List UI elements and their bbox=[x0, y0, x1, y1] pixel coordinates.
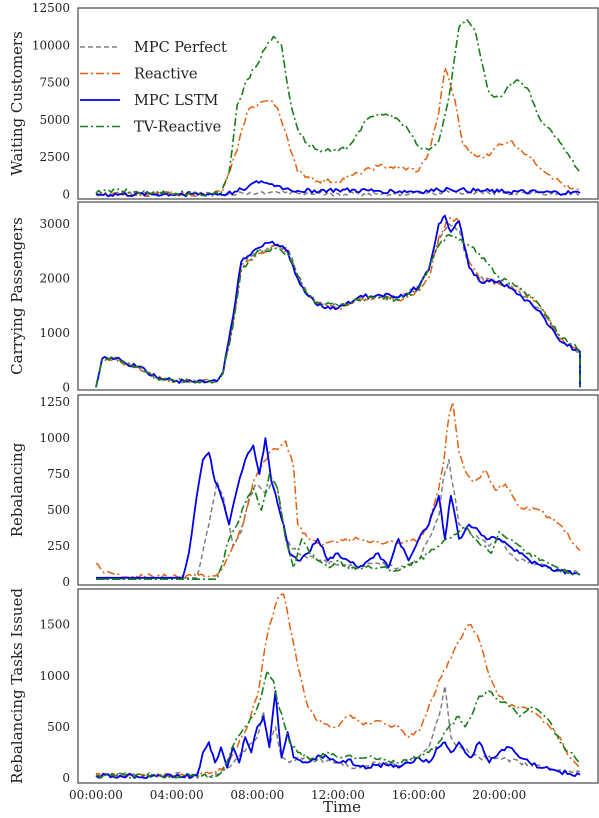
panel-3: 0 250 500 750 1000 1250 Rebalancing bbox=[8, 394, 599, 589]
panel-2-frame bbox=[77, 201, 599, 391]
panel-3-series-mpc-perfect bbox=[96, 459, 581, 580]
panel-1: 0 2500 5000 7500 10000 12500 Waiting Customers… bbox=[8, 1, 599, 202]
panel-1-ytick-7500: 7500 bbox=[39, 76, 70, 90]
panel-4-ytick-1000: 1000 bbox=[39, 669, 70, 683]
panel-1-ytick-12500: 12500 bbox=[32, 1, 70, 15]
panel-4: 0 500 1000 1500 Rebalancing Tasks Issued 00:0… bbox=[8, 588, 599, 802]
panel-2-y-axis-label: Carrying Passengers bbox=[8, 217, 26, 375]
panel-2-series-reactive bbox=[95, 217, 581, 388]
panel-3-ytick-1000: 1000 bbox=[39, 431, 70, 445]
xtick-1: 04:00:00 bbox=[150, 788, 204, 802]
panel-3-ytick-1250: 1250 bbox=[39, 395, 70, 409]
legend-label-reactive: Reactive bbox=[134, 67, 198, 83]
panel-4-frame bbox=[77, 588, 599, 784]
panel-4-series-reactive bbox=[95, 593, 581, 779]
panel-3-frame bbox=[77, 394, 599, 586]
panel-4-ytick-1500: 1500 bbox=[39, 618, 70, 632]
legend-label-mpc-lstm: MPC LSTM bbox=[134, 93, 219, 109]
panel-1-y-axis-label: Waiting Customers bbox=[8, 31, 26, 176]
panel-3-ytick-750: 750 bbox=[47, 467, 70, 481]
panel-1-ytick-5000: 5000 bbox=[39, 113, 70, 127]
panel-2-ytick-1000: 1000 bbox=[39, 326, 70, 340]
xtick-4: 16:00:00 bbox=[392, 788, 446, 802]
panel-2-series-tv-reactive bbox=[95, 233, 581, 388]
panel-3-ytick-500: 500 bbox=[47, 503, 70, 517]
panel-2-ytick-2000: 2000 bbox=[39, 271, 70, 285]
xtick-0: 00:00:00 bbox=[69, 788, 123, 802]
panel-2-ytick-0: 0 bbox=[62, 380, 70, 394]
panel-4-series-mpc-lstm bbox=[95, 690, 581, 780]
legend: MPC Perfect Reactive MPC LSTM TV-Reactive bbox=[80, 40, 227, 136]
panel-4-ytick-500: 500 bbox=[47, 720, 70, 734]
panel-1-ytick-10000: 10000 bbox=[32, 38, 70, 52]
panel-3-series-tv-reactive bbox=[96, 473, 581, 580]
panel-1-frame bbox=[77, 7, 599, 200]
legend-label-tv-reactive: TV-Reactive bbox=[134, 120, 221, 136]
panel-2-ytick-3000: 3000 bbox=[39, 217, 70, 231]
panel-3-ytick-250: 250 bbox=[47, 539, 70, 553]
panel-3-series-mpc-lstm bbox=[96, 437, 581, 579]
panel-4-ytick-0: 0 bbox=[62, 771, 70, 785]
panel-4-y-axis-label: Rebalancing Tasks Issued bbox=[8, 588, 26, 784]
xtick-2: 08:00:00 bbox=[230, 788, 284, 802]
panel-3-y-axis-label: Rebalancing bbox=[8, 442, 26, 537]
legend-label-mpc-perfect: MPC Perfect bbox=[134, 40, 227, 56]
x-axis-label: Time bbox=[323, 798, 361, 816]
panel-3-series-reactive bbox=[95, 401, 581, 580]
panel-3-ytick-0: 0 bbox=[62, 575, 70, 589]
xtick-3: 12:00:00 bbox=[311, 788, 365, 802]
panel-2-series-mpc-perfect bbox=[95, 223, 581, 388]
panel-1-ytick-0: 0 bbox=[62, 188, 70, 202]
panel-1-ytick-2500: 2500 bbox=[39, 150, 70, 164]
panel-1-series-tv-reactive bbox=[95, 19, 581, 197]
xtick-5: 20:00:00 bbox=[472, 788, 526, 802]
panel-2-series-mpc-lstm bbox=[95, 214, 581, 388]
panel-2: 0 1000 2000 3000 Carrying Passengers bbox=[8, 201, 599, 394]
panel-4-series-tv-reactive bbox=[95, 669, 581, 779]
